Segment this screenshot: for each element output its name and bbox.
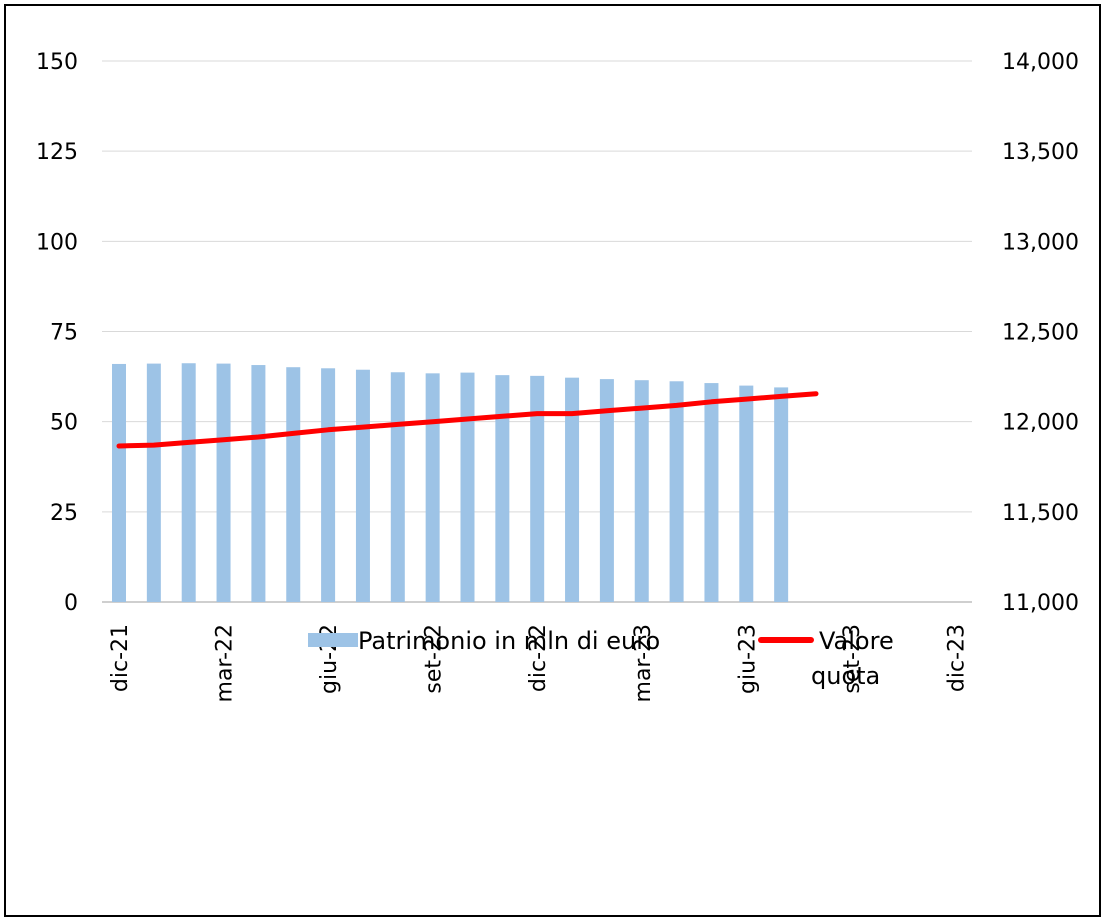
legend: Patrimonio in mln di euro Valore quota bbox=[308, 627, 894, 690]
bar bbox=[704, 383, 719, 602]
legend-line-label-2: quota bbox=[811, 662, 880, 690]
bar bbox=[530, 375, 545, 602]
x-tick-label: dic-23 bbox=[944, 624, 969, 692]
y-left-tick-label: 25 bbox=[50, 501, 78, 526]
x-tick-label: set-23 bbox=[840, 624, 865, 694]
y-right-tick-label: 14,000 bbox=[1002, 50, 1079, 75]
y-left-tick-label: 100 bbox=[36, 230, 78, 255]
y-right-tick-label: 11,000 bbox=[1002, 591, 1079, 616]
bar bbox=[216, 363, 231, 602]
x-tick-label: dic-21 bbox=[108, 624, 133, 692]
bar bbox=[181, 363, 196, 602]
y-right-tick-label: 11,500 bbox=[1002, 501, 1079, 526]
y-right-tick-label: 13,000 bbox=[1002, 230, 1079, 255]
valore-quota-line bbox=[116, 391, 819, 449]
bar bbox=[286, 367, 301, 602]
y-left-tick-label: 150 bbox=[36, 50, 78, 75]
y-right-tick-label: 12,000 bbox=[1002, 411, 1079, 436]
bar-series bbox=[112, 363, 789, 602]
y-right-tick-label: 12,500 bbox=[1002, 321, 1079, 346]
y-left-tick-label: 125 bbox=[36, 140, 78, 165]
bar bbox=[634, 380, 649, 602]
line-series bbox=[116, 391, 819, 449]
bar bbox=[251, 365, 266, 602]
bar bbox=[355, 369, 370, 602]
bar bbox=[599, 379, 614, 602]
grid-layer bbox=[102, 60, 972, 603]
bar bbox=[495, 375, 510, 602]
legend-line-label-1: Valore bbox=[819, 627, 894, 655]
x-tick-label: set-22 bbox=[422, 624, 447, 694]
y-left-tick-label: 0 bbox=[64, 591, 78, 616]
x-tick-label: dic-22 bbox=[526, 624, 551, 692]
chart-svg: 0 11,000 25 11,500 50 12,000 75 12,500 100 13,000… bbox=[36, 50, 1079, 702]
x-tick-label: mar-23 bbox=[631, 624, 656, 702]
y-left-tick-label: 50 bbox=[50, 411, 78, 436]
bar bbox=[112, 363, 126, 602]
bar bbox=[146, 363, 161, 602]
bar bbox=[774, 387, 789, 602]
bar bbox=[565, 377, 580, 602]
bar bbox=[460, 372, 475, 602]
x-tick-label: mar-22 bbox=[213, 624, 238, 702]
bar bbox=[739, 385, 754, 602]
chart-frame: 0 11,000 25 11,500 50 12,000 75 12,500 100 13,000… bbox=[4, 4, 1101, 917]
y-left-tick-label: 75 bbox=[50, 321, 78, 346]
bar bbox=[669, 381, 684, 602]
legend-bar-swatch bbox=[308, 633, 358, 647]
bar bbox=[425, 373, 440, 602]
bar bbox=[390, 372, 405, 602]
bar bbox=[321, 368, 336, 602]
legend-bar-label: Patrimonio in mln di euro bbox=[358, 627, 660, 655]
x-tick-label: giu-23 bbox=[735, 624, 760, 694]
y-right-tick-label: 13,500 bbox=[1002, 140, 1079, 165]
